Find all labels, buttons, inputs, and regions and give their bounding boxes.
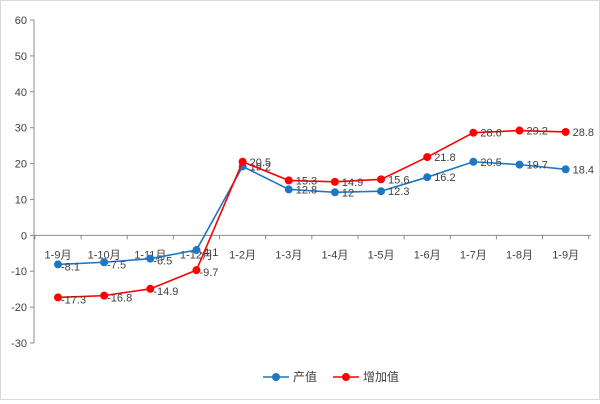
data-point (469, 128, 478, 137)
data-label: 20.5 (250, 157, 271, 169)
y-tick-label: -20 (11, 302, 27, 314)
y-axis: 60 50 40 30 20 10 0 -10 -20 -30 (11, 15, 35, 350)
x-tick-label: 1-7月 (460, 249, 487, 261)
y-tick-label: 20 (15, 159, 27, 171)
data-label: -14.9 (153, 286, 178, 298)
x-axis: 1-9月1-10月1-11月1-12月1-2月1-3月1-4月1-5月1-6月1… (34, 234, 591, 261)
data-label: 12.8 (296, 184, 317, 196)
data-point (192, 246, 201, 255)
data-label: 15.3 (296, 175, 317, 187)
data-point (515, 126, 524, 135)
data-label: -9.7 (199, 267, 218, 279)
series-layer: -8.1 -7.5 -6.5-4.119.212.8 12 12.316.220.5 19… (54, 126, 594, 306)
y-tick-label: 40 (15, 87, 27, 99)
data-label: 28.8 (573, 127, 594, 139)
x-tick-label: 1-4月 (321, 249, 348, 261)
y-tick-label: 10 (15, 194, 27, 206)
data-point (54, 293, 62, 302)
x-tick-label: 1-2月 (229, 249, 256, 261)
data-label: 15.6 (388, 174, 409, 186)
y-tick-label: -10 (11, 266, 27, 278)
y-tick-label: -30 (11, 338, 27, 350)
x-tick-label: 1-8月 (506, 249, 533, 261)
data-label: 20.5 (480, 157, 501, 169)
data-point (515, 160, 524, 169)
data-point (377, 175, 386, 184)
legend-swatch-marker (272, 373, 280, 381)
data-point (561, 127, 570, 136)
data-point (238, 157, 247, 166)
x-tick-label: 1-9月 (45, 249, 72, 261)
data-point (192, 266, 201, 275)
series-line (57, 160, 566, 266)
data-point (330, 188, 339, 197)
data-point (100, 258, 109, 267)
legend-label: 增加值 (363, 369, 399, 384)
x-tick-label: 1-3月 (275, 249, 302, 261)
legend-label: 产值 (293, 369, 317, 384)
series-line (57, 129, 566, 299)
data-label: 28.6 (480, 128, 501, 140)
legend-item-0: 产值 (263, 369, 317, 384)
data-point (423, 153, 432, 162)
x-tick-label: 1-5月 (368, 249, 395, 261)
data-label: 29.2 (527, 126, 548, 138)
data-point (469, 157, 478, 166)
data-label: 16.2 (434, 172, 455, 184)
data-point (284, 185, 293, 194)
y-tick-label: 60 (15, 15, 27, 27)
data-point (377, 187, 386, 196)
data-point (423, 173, 432, 182)
data-point (284, 176, 293, 185)
data-label: -6.5 (153, 256, 172, 268)
data-label: -8.1 (61, 261, 80, 273)
data-label: 21.8 (434, 152, 455, 164)
data-point (146, 254, 155, 263)
legend: 产值 增加值 (263, 369, 399, 384)
data-point (54, 260, 62, 269)
data-label: -17.3 (61, 294, 86, 306)
data-label: -7.5 (107, 259, 126, 271)
data-label: 12 (342, 187, 354, 199)
data-label: 19.7 (527, 160, 548, 172)
legend-item-1: 增加值 (333, 369, 399, 384)
y-tick-label: 0 (21, 230, 27, 242)
data-point (100, 291, 109, 300)
x-tick-label: 1-10月 (88, 249, 121, 261)
data-point (146, 284, 155, 293)
legend-swatch-marker (342, 373, 350, 381)
y-tick-label: 30 (15, 123, 27, 135)
x-tick-label: 1-9月 (552, 249, 579, 261)
data-point (561, 165, 570, 174)
data-label: 12.3 (388, 186, 409, 198)
series-1: -17.3 -16.8 -14.9 -9.7 20.5 15.3 14.9 15.6 21.8 2… (54, 126, 594, 306)
data-point (330, 177, 339, 186)
x-tick-label: 1-6月 (414, 249, 441, 261)
data-label: 14.9 (342, 177, 363, 189)
data-label: 18.4 (573, 164, 594, 176)
y-tick-label: 50 (15, 51, 27, 63)
data-label: -16.8 (107, 293, 132, 305)
